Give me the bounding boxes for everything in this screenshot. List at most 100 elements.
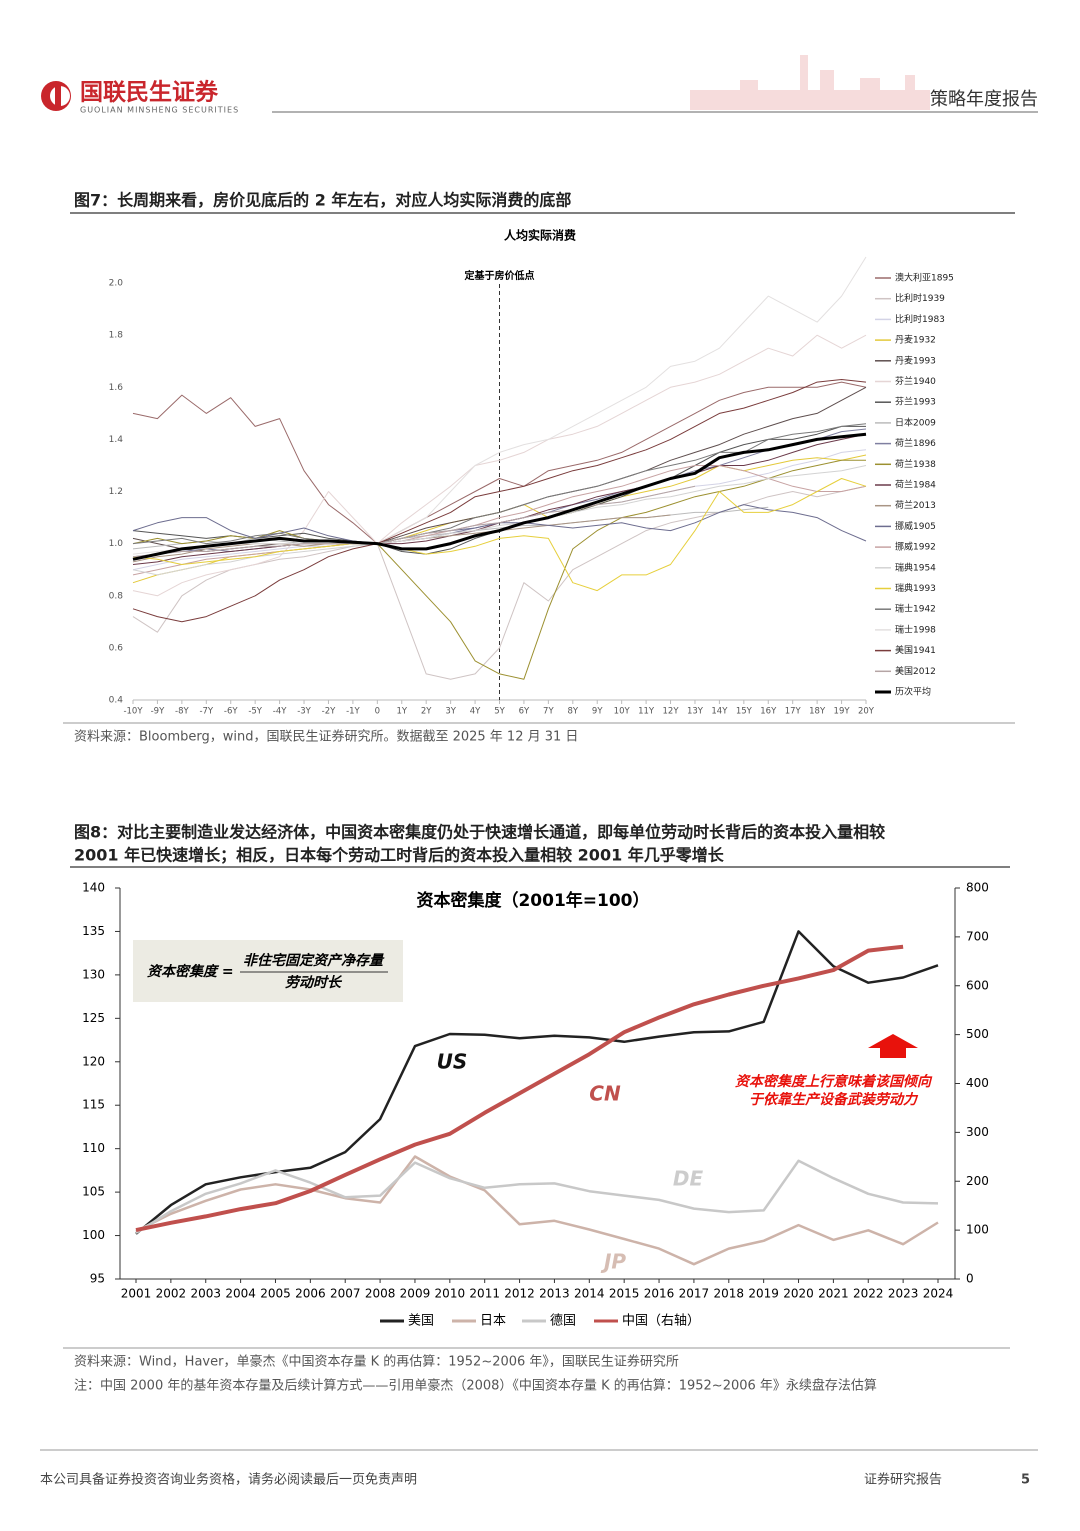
y-tick-label: 125 [82, 1011, 105, 1025]
x-tick-label: 16Y [760, 707, 777, 717]
x-tick-label: 14Y [711, 707, 728, 717]
figure-note: 注：中国 2000 年的基年资本存量及后续计算方式——引用单豪杰（2008）《中… [74, 1378, 877, 1394]
report-type: 策略年度报告 [930, 89, 1038, 110]
x-tick-label: -8Y [175, 707, 189, 717]
legend-label: 日本2009 [895, 416, 936, 428]
y-tick-label: 95 [90, 1272, 105, 1286]
series-label: US [437, 1050, 468, 1074]
x-tick-label: 15Y [736, 707, 753, 717]
x-tick-label: 2002 [156, 1287, 187, 1301]
logo-name: 国联民生证券 [80, 79, 219, 106]
y-tick-label: 0.6 [109, 643, 124, 653]
x-tick-label: 2022 [853, 1287, 884, 1301]
legend-label: 美国1941 [895, 644, 936, 656]
x-tick-label: 2018 [714, 1287, 745, 1301]
x-tick-label: 1Y [396, 707, 407, 717]
y-tick-label: 1.6 [109, 383, 124, 393]
figure-source: 资料来源：Wind，Haver，单豪杰《中国资本存量 K 的再估算：1952~2… [74, 1354, 679, 1370]
series-line [132, 432, 867, 561]
legend-label: 挪威1905 [895, 520, 936, 532]
y-tick-label: 115 [82, 1098, 105, 1112]
y-tick-label: 100 [82, 1228, 105, 1242]
x-tick-label: 4Y [470, 707, 481, 717]
formula-box [133, 940, 403, 1002]
formula-lhs: 资本密集度 = [147, 963, 234, 980]
x-tick-label: -1Y [346, 707, 360, 717]
series-label: JP [600, 1250, 626, 1274]
x-tick-label: -10Y [123, 707, 143, 717]
x-tick-label: 17Y [785, 707, 802, 717]
y2-tick-label: 400 [966, 1076, 989, 1090]
y2-tick-label: 700 [966, 929, 989, 943]
y-tick-label: 135 [82, 924, 105, 938]
x-tick-label: 0 [375, 707, 380, 717]
legend-label: 瑞士1998 [895, 623, 936, 635]
y-tick-label: 0.4 [109, 696, 124, 706]
x-tick-label: 2017 [679, 1287, 710, 1301]
figure-caption: 图7：长周期来看，房价见底后的 2 年左右，对应人均实际消费的底部 [74, 191, 571, 210]
legend-label: 挪威1992 [895, 541, 936, 553]
x-tick-label: 12Y [663, 707, 680, 717]
x-tick-label: 2023 [888, 1287, 919, 1301]
series-line [135, 1155, 939, 1266]
series-line [132, 256, 867, 555]
x-tick-label: 2016 [644, 1287, 675, 1301]
x-tick-label: 2020 [783, 1287, 814, 1301]
x-tick-label: -6Y [224, 707, 238, 717]
x-tick-label: 19Y [834, 707, 851, 717]
x-tick-label: 2004 [225, 1287, 256, 1301]
x-tick-label: 2006 [295, 1287, 326, 1301]
y-tick-label: 1.0 [109, 539, 124, 549]
annotation: 定基于房价低点 [465, 269, 535, 282]
y-tick-label: 0.8 [109, 591, 124, 601]
note: 资本密集度上行意味着该国倾向 [735, 1073, 933, 1090]
x-tick-label: 9Y [592, 707, 603, 717]
legend-label: 荷兰1896 [895, 437, 936, 449]
y2-tick-label: 100 [966, 1223, 989, 1237]
x-tick-label: 2013 [539, 1287, 570, 1301]
x-tick-label: 2Y [421, 707, 432, 717]
figure-caption: 2001 年已快速增长；相反，日本每个劳动工时背后的资本投入量相较 2001 年… [74, 846, 725, 865]
x-tick-label: 2021 [818, 1287, 849, 1301]
legend-label: 瑞典1993 [895, 582, 936, 594]
y-tick-label: 1.8 [109, 331, 124, 341]
series-label: CN [589, 1082, 621, 1106]
x-tick-label: 10Y [614, 707, 631, 717]
x-tick-label: 8Y [567, 707, 578, 717]
disclaimer: 本公司具备证券投资咨询业务资格，请务必阅读最后一页免责声明 [40, 1472, 417, 1488]
y2-tick-label: 600 [966, 978, 989, 992]
y-tick-label: 2.0 [109, 279, 124, 289]
y-tick-label: 120 [82, 1054, 105, 1068]
legend-label: 中国（右轴） [622, 1314, 700, 1329]
series-line [132, 478, 867, 592]
series-line [135, 944, 904, 1233]
formula-numerator: 非住宅固定资产净存量 [243, 952, 385, 969]
series-line [132, 379, 867, 623]
x-tick-label: 2005 [260, 1287, 291, 1301]
chart-title: 资本密集度（2001年=100） [416, 890, 649, 911]
arrow-icon [868, 1034, 918, 1058]
series-line [132, 381, 867, 545]
x-tick-label: 2014 [574, 1287, 605, 1301]
footer-label: 证券研究报告 [864, 1472, 942, 1488]
page-number: 5 [1021, 1473, 1030, 1488]
y2-tick-label: 500 [966, 1027, 989, 1041]
x-tick-label: 2007 [330, 1287, 361, 1301]
legend-label: 比利时1983 [895, 313, 945, 325]
legend-label: 芬兰1940 [895, 375, 936, 387]
x-tick-label: 2019 [748, 1287, 779, 1301]
x-tick-label: -5Y [248, 707, 262, 717]
x-tick-label: 13Y [687, 707, 704, 717]
legend-label: 荷兰2013 [895, 499, 936, 511]
legend-label: 荷兰1938 [895, 458, 936, 470]
x-tick-label: 2010 [435, 1287, 466, 1301]
series-line [132, 334, 867, 597]
x-tick-label: 2003 [190, 1287, 221, 1301]
y-tick-label: 140 [82, 881, 105, 895]
legend-label: 芬兰1993 [895, 396, 936, 408]
x-tick-label: 2001 [121, 1287, 152, 1301]
formula-denominator: 劳动时长 [285, 974, 343, 991]
x-tick-label: 11Y [638, 707, 655, 717]
